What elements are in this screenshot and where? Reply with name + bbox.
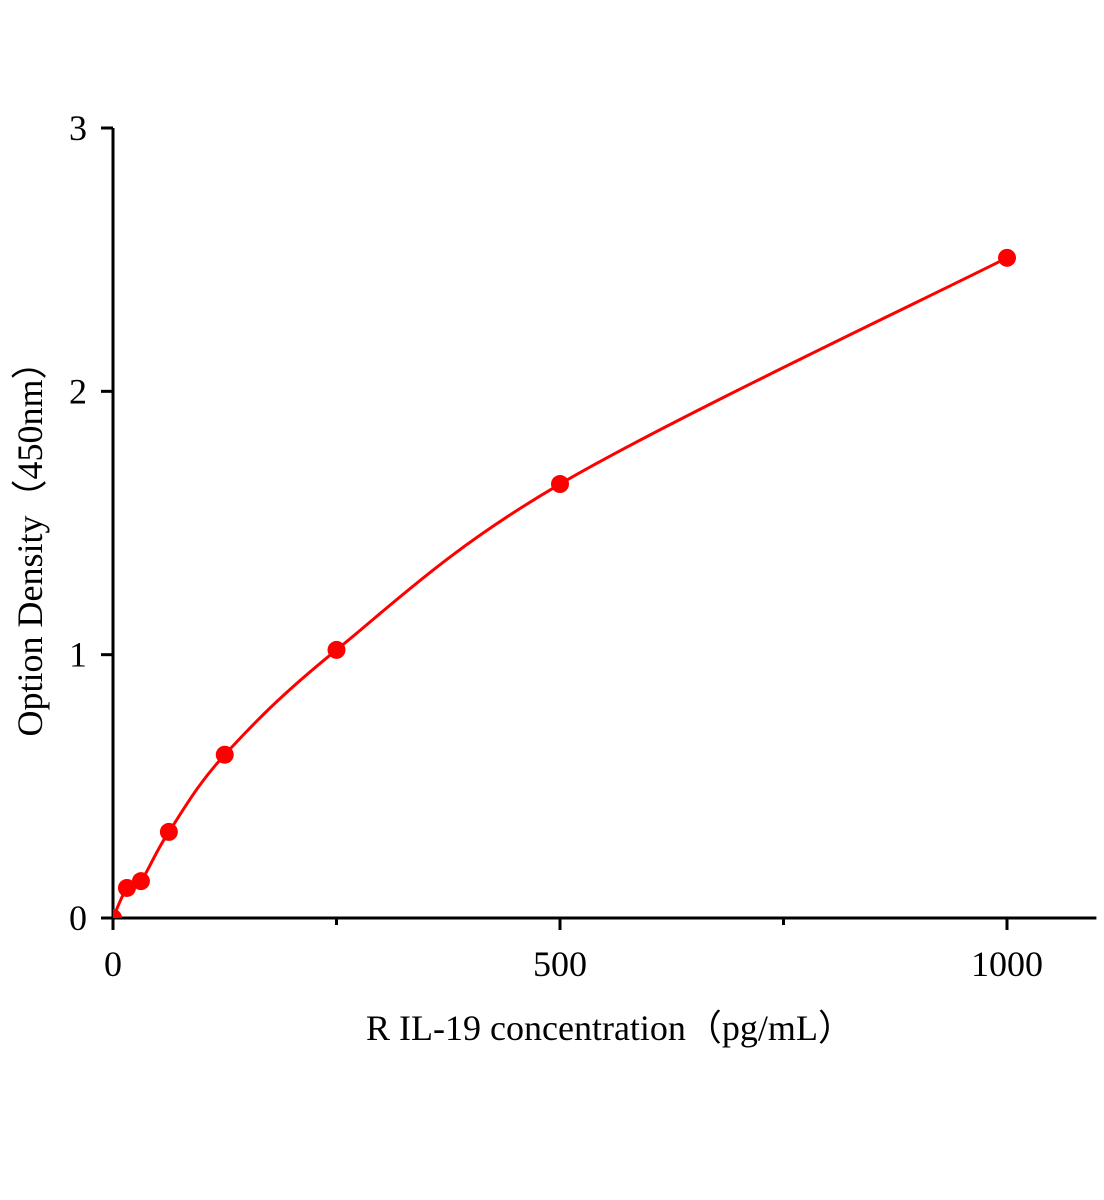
data-point — [131, 872, 150, 891]
y-tick-label: 2 — [69, 371, 87, 411]
data-points — [113, 248, 1016, 918]
data-point — [117, 878, 136, 897]
y-tick-label: 3 — [69, 108, 87, 148]
x-tick-label: 1000 — [971, 944, 1043, 984]
y-axis-label: Option Density（450nm） — [10, 344, 50, 737]
x-tick-label: 500 — [533, 944, 587, 984]
fit-curve — [113, 256, 1008, 918]
data-point — [159, 822, 178, 841]
y-tick-label: 1 — [69, 635, 87, 675]
data-point — [327, 640, 346, 659]
data-point — [113, 909, 122, 918]
data-point — [215, 745, 234, 764]
fit-curve-layer — [113, 256, 1008, 918]
y-tick-label: 0 — [69, 898, 87, 938]
axes: 0 500 1000 0 1 2 3 — [69, 108, 1097, 984]
x-tick-label: 0 — [104, 944, 122, 984]
data-point — [998, 248, 1016, 267]
data-point — [551, 475, 569, 494]
x-axis-label: R IL-19 concentration（pg/mL） — [366, 1008, 854, 1048]
